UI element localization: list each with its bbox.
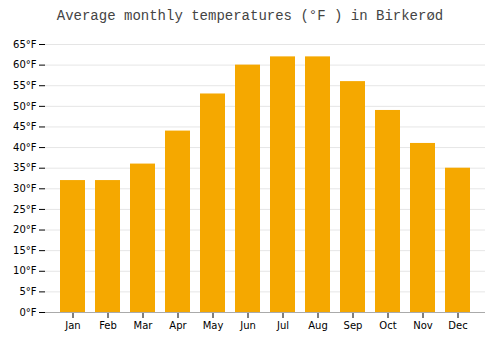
svg-text:Oct: Oct — [379, 320, 396, 331]
svg-text:Jan: Jan — [64, 320, 80, 331]
svg-text:10°F: 10°F — [13, 265, 37, 276]
svg-text:50°F: 50°F — [13, 101, 37, 112]
svg-text:40°F: 40°F — [13, 142, 37, 153]
html-text:Average monthly temperatures (: Average monthly temperatures (°F ) in Bi… — [56, 8, 444, 24]
svg-text:Nov: Nov — [413, 320, 433, 331]
svg-text:Apr: Apr — [169, 320, 187, 331]
svg-text:15°F: 15°F — [13, 245, 37, 256]
svg-text:30°F: 30°F — [13, 183, 37, 194]
svg-text:Aug: Aug — [308, 320, 328, 331]
svg-text:Mar: Mar — [134, 320, 154, 331]
svg-text:Sep: Sep — [344, 320, 363, 331]
svg-text:5°F: 5°F — [19, 286, 36, 297]
svg-text:Feb: Feb — [99, 320, 117, 331]
svg-text:45°F: 45°F — [13, 121, 37, 132]
svg-text:Dec: Dec — [448, 320, 467, 331]
svg-text:35°F: 35°F — [13, 162, 37, 173]
svg-text:55°F: 55°F — [13, 80, 37, 91]
svg-text:Jun: Jun — [239, 320, 256, 331]
svg-text:25°F: 25°F — [13, 204, 37, 215]
svg-text:0°F: 0°F — [19, 307, 36, 318]
svg-text:May: May — [203, 320, 224, 331]
svg-text:Jul: Jul — [276, 320, 289, 331]
svg-text:65°F: 65°F — [13, 39, 37, 50]
svg-text:20°F: 20°F — [13, 224, 37, 235]
svg-text:60°F: 60°F — [13, 59, 37, 70]
